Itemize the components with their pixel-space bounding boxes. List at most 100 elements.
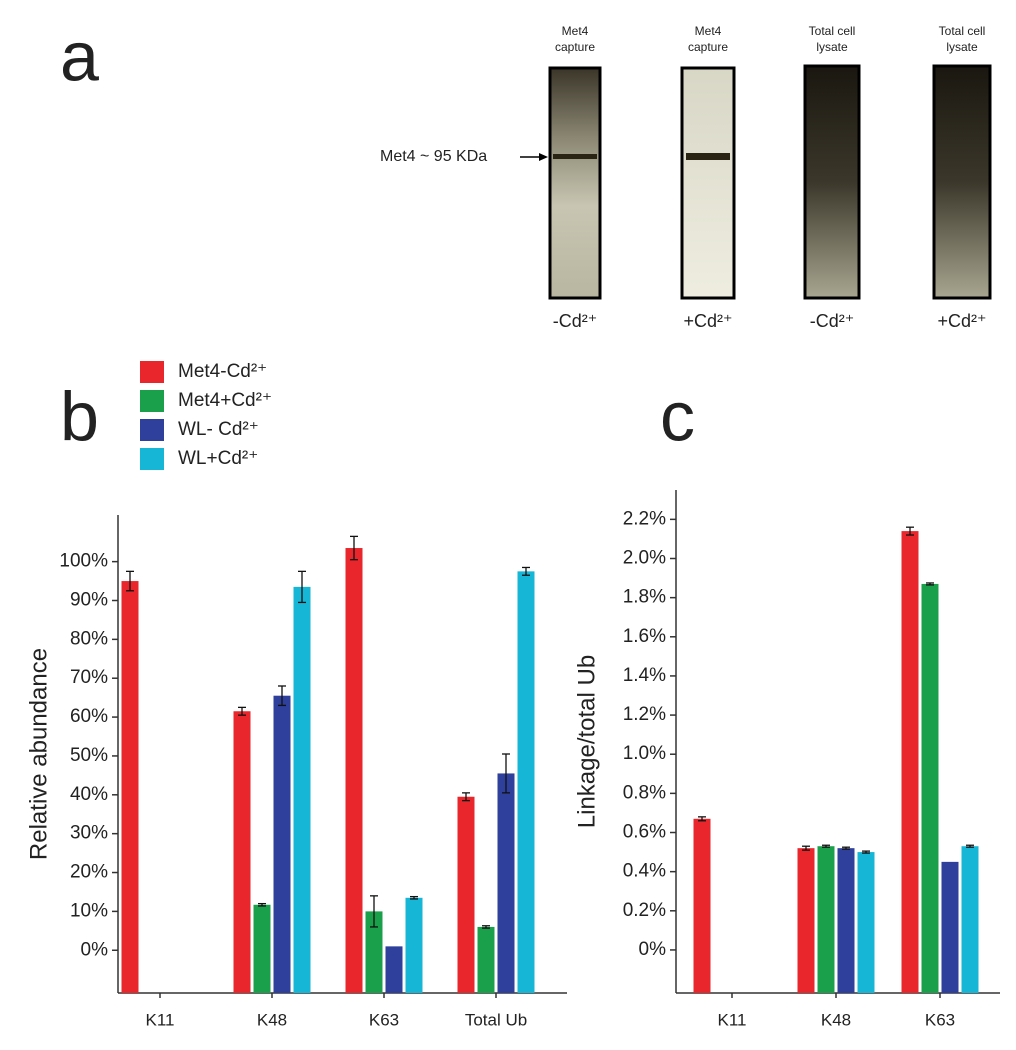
x-tick-label: K11: [718, 1010, 747, 1029]
y-tick-label: 10%: [70, 900, 108, 921]
error-bar: [862, 850, 870, 854]
error-bar: [926, 582, 934, 586]
legend-swatch: [140, 448, 164, 470]
error-bar: [966, 844, 974, 848]
y-tick-label: 80%: [70, 628, 108, 649]
bar: [365, 911, 383, 993]
error-bar: [482, 925, 490, 929]
error-bar: [502, 753, 510, 794]
error-bar: [238, 706, 246, 716]
y-axis-title: Relative abundance: [25, 648, 52, 860]
x-tick-label: K63: [369, 1010, 399, 1029]
lane-condition: +Cd²⁺: [937, 311, 986, 331]
bar: [693, 818, 711, 993]
y-tick-label: 1.8%: [623, 587, 666, 608]
y-tick-label: 60%: [70, 706, 108, 727]
legend-label: WL+Cd²⁺: [178, 448, 258, 469]
marker-label: Met4 ~ 95 KDa: [380, 148, 487, 165]
legend-label: WL- Cd²⁺: [178, 419, 259, 440]
x-tick-label: K48: [257, 1010, 287, 1029]
y-tick-label: 2.2%: [623, 508, 666, 529]
error-bar: [698, 816, 706, 822]
y-tick-label: 0.6%: [623, 822, 666, 843]
panel-label: b: [60, 377, 99, 455]
bar: [921, 583, 939, 993]
bar: [901, 531, 919, 993]
error-bar: [350, 535, 358, 561]
y-axis-title: Linkage/total Ub: [573, 655, 600, 828]
x-tick-label: Total Ub: [465, 1010, 527, 1029]
y-tick-label: 40%: [70, 784, 108, 805]
legend-swatch: [140, 390, 164, 412]
error-bar: [522, 566, 530, 576]
lane-title: lysate: [816, 40, 848, 54]
lane-title: Total cell: [939, 24, 986, 38]
lane-title: Met4: [695, 24, 722, 38]
bar: [837, 848, 855, 993]
error-bar: [842, 846, 850, 850]
x-tick-label: K11: [146, 1010, 175, 1029]
bar: [385, 946, 403, 993]
error-bar: [410, 895, 418, 900]
lane-condition: -Cd²⁺: [553, 311, 598, 331]
error-bar: [298, 570, 306, 604]
bar: [497, 773, 515, 993]
error-bar: [802, 845, 810, 851]
error-bar: [278, 685, 286, 707]
blot: Met4 ~ 95 KDa: [380, 64, 992, 300]
lane-title: Total cell: [809, 24, 856, 38]
legend-swatch: [140, 419, 164, 441]
lane-title: lysate: [946, 40, 978, 54]
legend-label: Met4-Cd²⁺: [178, 361, 267, 382]
bar: [121, 581, 139, 993]
bar: [345, 548, 363, 993]
y-tick-label: 100%: [59, 551, 108, 572]
y-tick-label: 90%: [70, 590, 108, 611]
error-bar: [906, 526, 914, 536]
legend-swatch: [140, 361, 164, 383]
gel-lane: [680, 66, 736, 300]
y-tick-label: 0.8%: [623, 782, 666, 803]
bar: [293, 586, 311, 993]
bar: [961, 846, 979, 993]
lane-title: capture: [555, 40, 595, 54]
bar: [517, 571, 535, 993]
gel-lane: [548, 66, 602, 300]
y-tick-label: 1.0%: [623, 743, 666, 764]
panel-label: a: [60, 17, 99, 95]
y-tick-label: 50%: [70, 745, 108, 766]
lane-condition: -Cd²⁺: [810, 311, 855, 331]
y-tick-label: 1.6%: [623, 626, 666, 647]
error-bar: [370, 895, 378, 928]
error-bar: [126, 570, 134, 592]
lane-title: Met4: [562, 24, 589, 38]
gel-lane: [803, 64, 861, 300]
arrow-head: [539, 153, 548, 161]
bar: [405, 897, 423, 993]
y-tick-label: 0.2%: [623, 900, 666, 921]
bar: [477, 926, 495, 993]
y-tick-label: 70%: [70, 667, 108, 688]
lane-condition: +Cd²⁺: [683, 311, 732, 331]
bar: [273, 695, 291, 993]
y-tick-label: 2.0%: [623, 548, 666, 569]
y-tick-label: 30%: [70, 823, 108, 844]
error-bar: [258, 902, 266, 907]
y-tick-label: 1.2%: [623, 704, 666, 725]
gel-band: [553, 154, 597, 159]
x-tick-label: K63: [925, 1010, 955, 1029]
y-tick-label: 0.4%: [623, 861, 666, 882]
gel-band: [686, 153, 730, 160]
y-tick-label: 0%: [81, 939, 109, 960]
lane-title: capture: [688, 40, 728, 54]
x-tick-label: K48: [821, 1010, 851, 1029]
error-bar: [822, 844, 830, 848]
y-tick-label: 1.4%: [623, 665, 666, 686]
bar: [857, 852, 875, 993]
bar: [797, 848, 815, 993]
bar: [457, 796, 475, 993]
legend-label: Met4+Cd²⁺: [178, 390, 272, 411]
y-tick-label: 0%: [639, 939, 667, 960]
gel-lane: [932, 64, 992, 300]
